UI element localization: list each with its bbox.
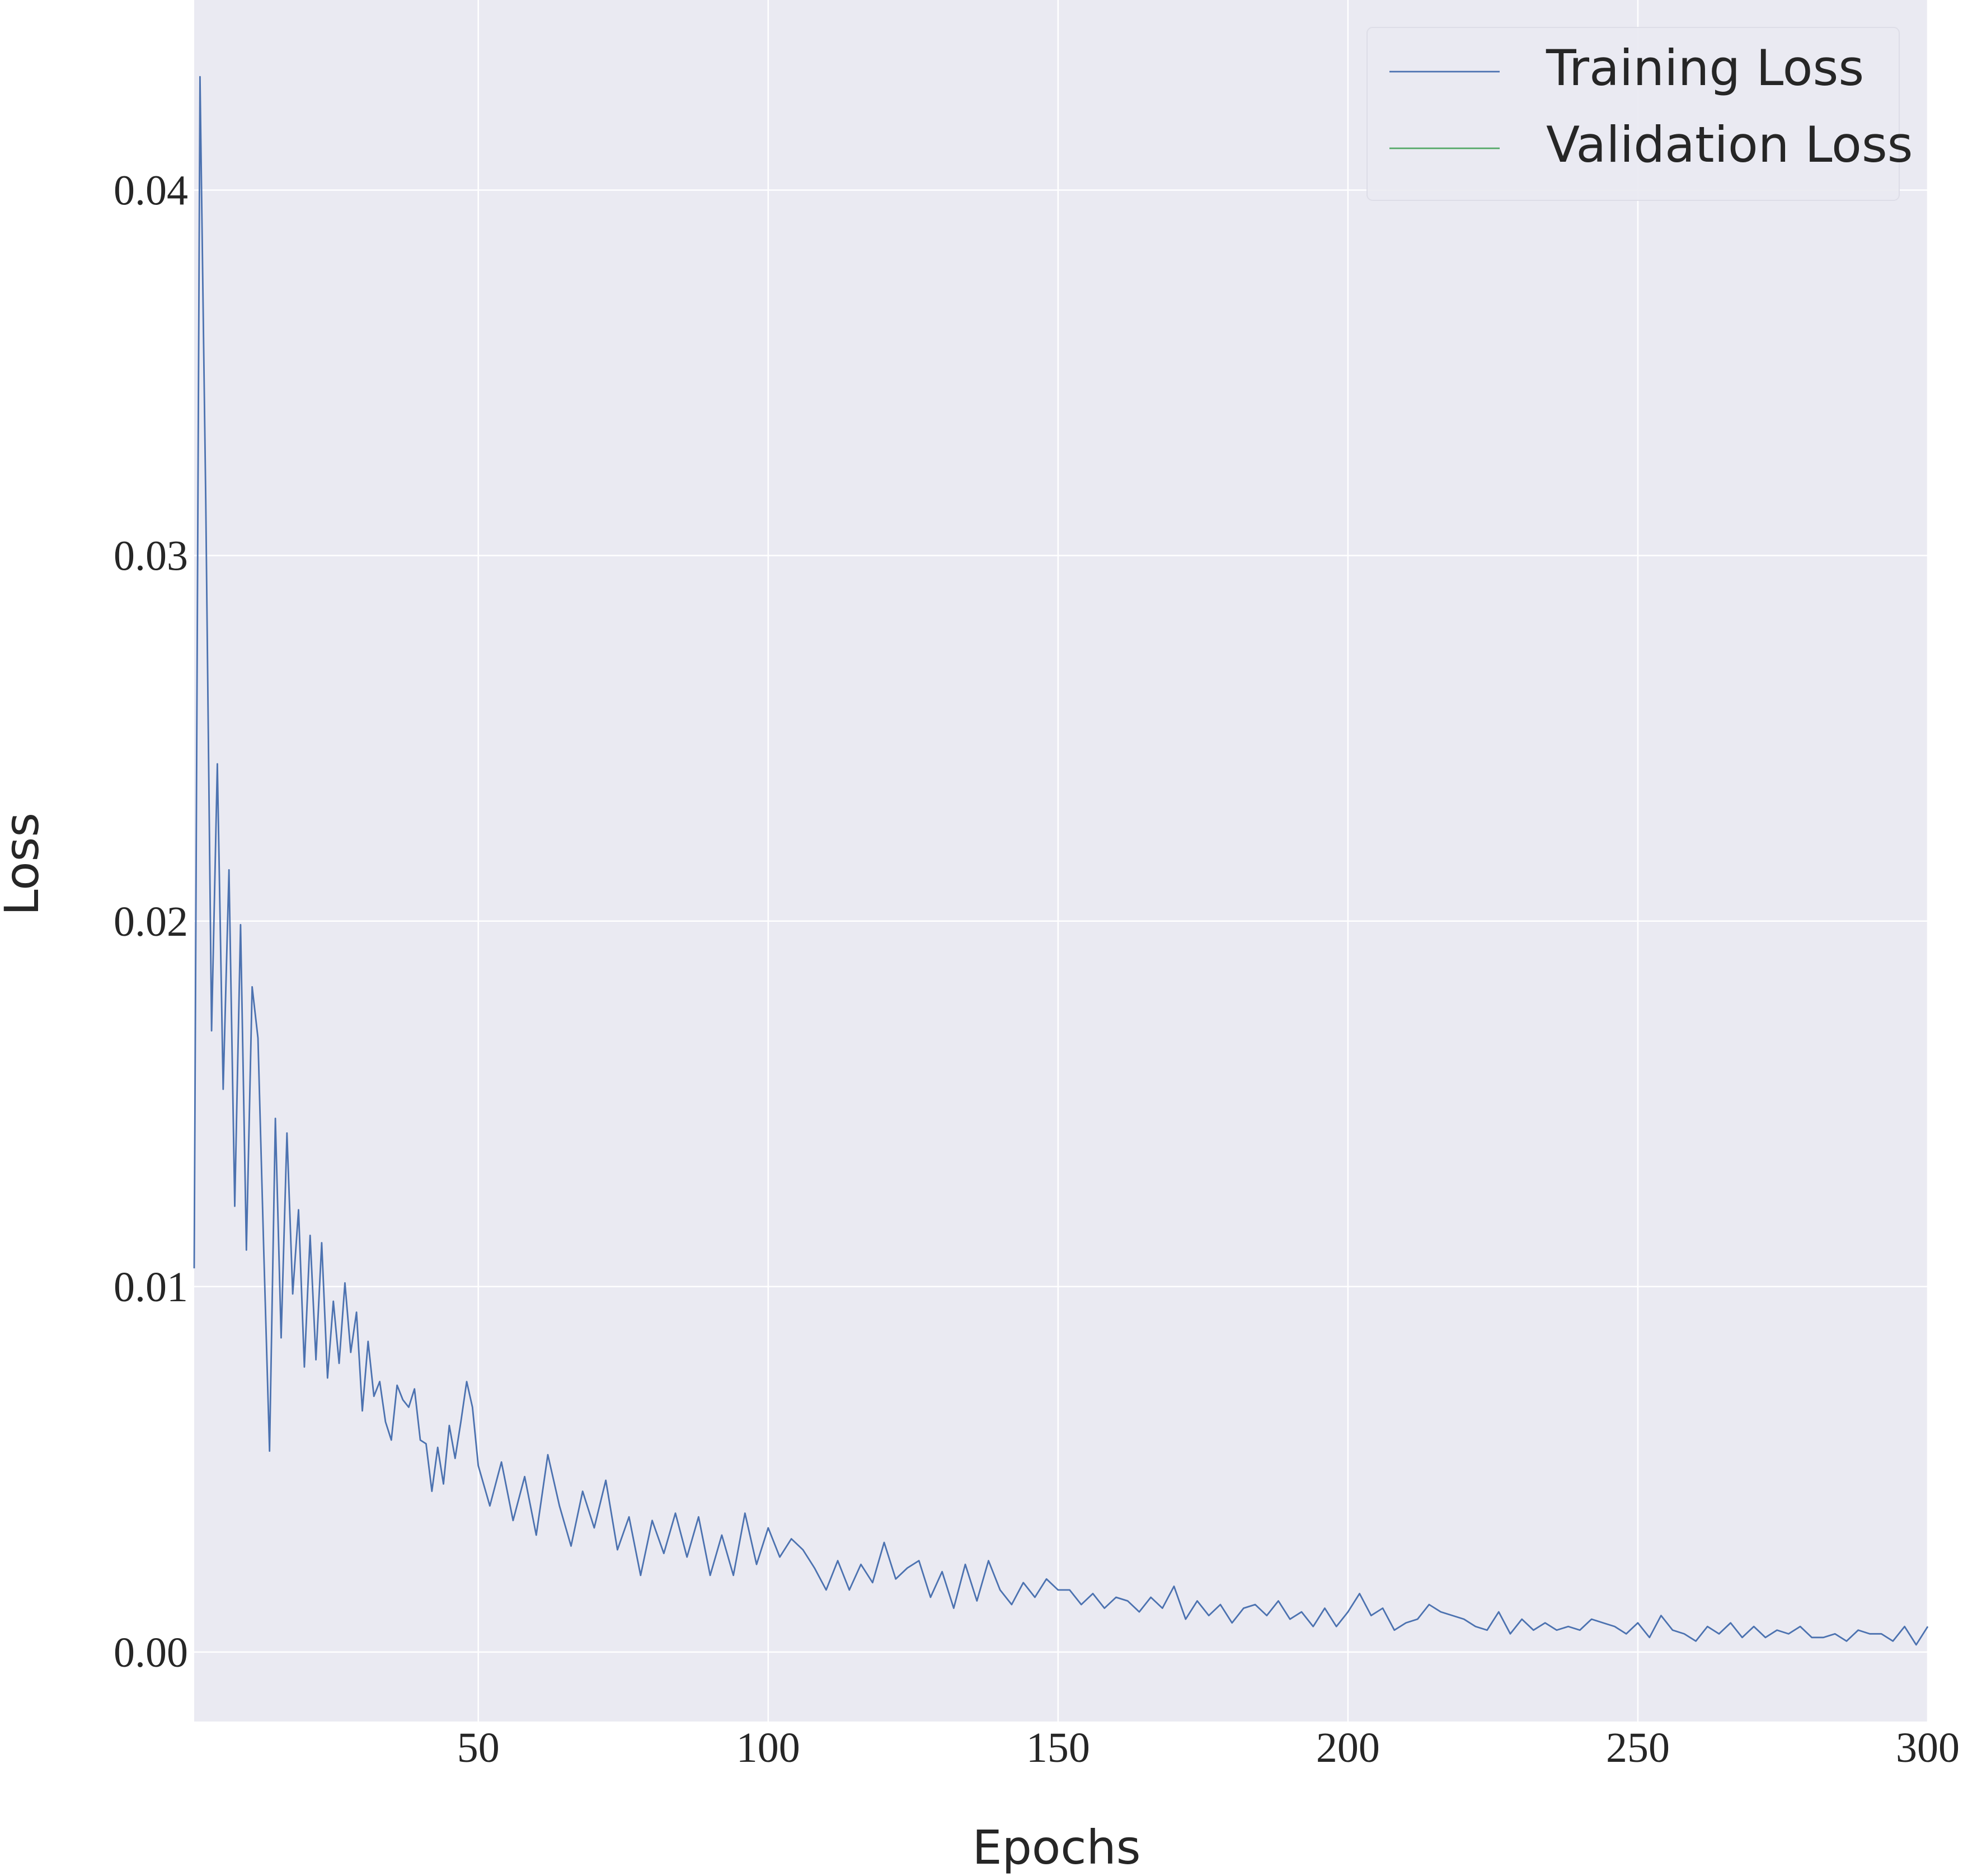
grid — [194, 0, 1929, 1722]
legend-label: Validation Loss — [1546, 116, 1913, 173]
legend-box — [1366, 27, 1900, 201]
y-tick-label: 0.04 — [114, 167, 188, 214]
plot-area — [194, 0, 1928, 1722]
legend: Training Loss Validation Loss — [1366, 27, 1913, 201]
x-axis-label: Epochs — [973, 1820, 1141, 1875]
y-axis-label: Loss — [0, 813, 49, 916]
x-tick-label: 250 — [1606, 1724, 1670, 1771]
lines — [193, 76, 1929, 1646]
legend-label: Training Loss — [1546, 39, 1864, 97]
x-tick-label: 300 — [1896, 1724, 1960, 1771]
x-tick-label: 200 — [1316, 1724, 1380, 1771]
y-tick-label: 0.01 — [114, 1264, 188, 1311]
y-tick-label: 0.00 — [114, 1629, 188, 1676]
x-tick-label: 150 — [1026, 1724, 1090, 1771]
x-tick-label: 100 — [736, 1724, 800, 1771]
x-tick-label: 50 — [457, 1724, 500, 1771]
y-tick-label: 0.02 — [114, 898, 188, 945]
y-tick-label: 0.03 — [114, 533, 188, 580]
line — [193, 76, 1929, 1646]
